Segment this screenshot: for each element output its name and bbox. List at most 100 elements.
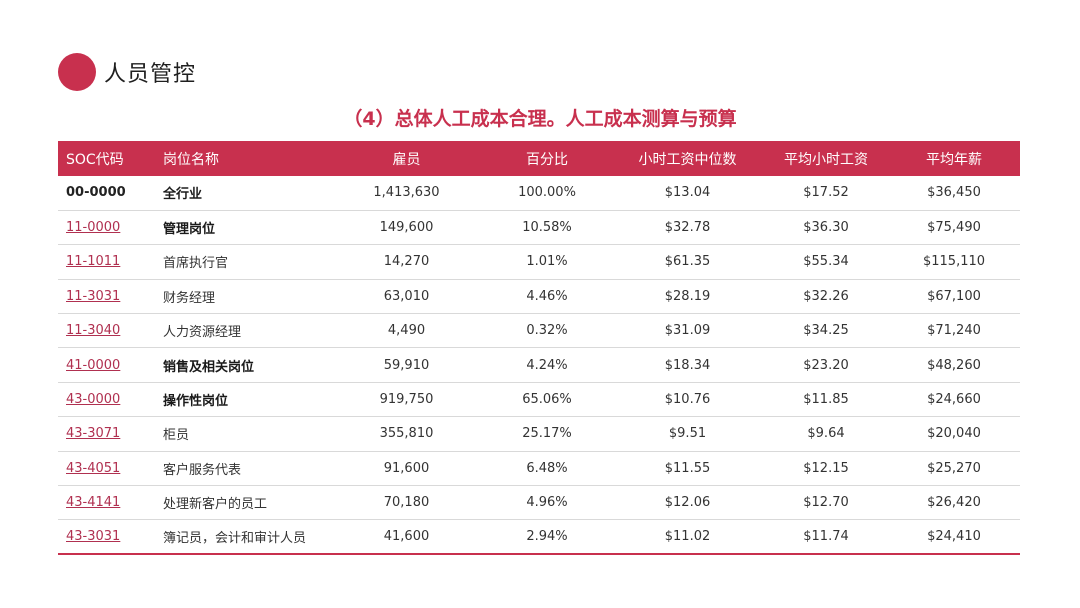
soc-code-cell: 41-0000 xyxy=(58,348,155,382)
soc-code-cell: 11-1011 xyxy=(58,245,155,279)
column-header-median-hourly: 小时工资中位数 xyxy=(638,151,737,168)
employees-cell: 919,750 xyxy=(379,392,434,408)
mean-hourly-cell: $23.20 xyxy=(803,357,849,373)
column-header-soc-code: SOC代码 xyxy=(66,151,124,168)
column-header-employees: 雇员 xyxy=(392,151,421,168)
mean-hourly-cell: $32.26 xyxy=(803,288,849,304)
job-title-cell: 销售及相关岗位 xyxy=(163,359,255,375)
mean-hourly-cell: $36.30 xyxy=(803,220,849,236)
employees-cell: 91,600 xyxy=(383,460,430,476)
employees-cell: 355,810 xyxy=(379,426,434,442)
job-title-cell: 操作性岗位 xyxy=(163,394,229,410)
median-hourly-cell: $9.51 xyxy=(668,426,707,442)
soc-code-link[interactable]: 41-0000 xyxy=(66,357,121,373)
percent-cell: 0.32% xyxy=(526,323,568,339)
table-row: 00-0000 全行业 1,413,630 100.00% $13.04 $17.52 $3… xyxy=(58,176,1020,211)
soc-code-text: 00-0000 xyxy=(66,185,126,201)
wage-table-container: SOC代码 岗位名称 雇员 百分比 小时工资中位数 平均小时工资 平均年薪 00… xyxy=(58,141,1020,555)
soc-code-cell: 11-3040 xyxy=(58,314,155,348)
table-row: 11-0000 管理岗位 149,600 10.58% $32.78 $36.30 $75,… xyxy=(58,210,1020,245)
annual-salary-cell: $67,100 xyxy=(927,288,981,304)
employees-cell: 149,600 xyxy=(379,220,434,236)
annual-salary-cell: $36,450 xyxy=(927,185,981,201)
percent-cell: 4.96% xyxy=(526,495,568,511)
section-header: 人员管控 xyxy=(58,52,196,92)
employees-cell: 4,490 xyxy=(387,323,426,339)
percent-cell: 4.46% xyxy=(526,288,568,304)
soc-code-cell: 11-0000 xyxy=(58,210,155,244)
median-hourly-cell: $32.78 xyxy=(664,220,711,236)
job-title-cell: 人力资源经理 xyxy=(163,325,242,341)
mean-hourly-cell: $17.52 xyxy=(803,185,849,201)
annual-salary-cell: $24,410 xyxy=(927,529,981,545)
median-hourly-cell: $31.09 xyxy=(664,323,711,339)
annual-salary-cell: $24,660 xyxy=(927,392,981,408)
job-title-cell: 财务经理 xyxy=(163,290,216,306)
percent-cell: 6.48% xyxy=(526,460,568,476)
soc-code-cell: 43-3031 xyxy=(58,520,155,554)
median-hourly-cell: $11.02 xyxy=(664,529,711,545)
percent-cell: 2.94% xyxy=(526,529,568,545)
table-row: 43-3071 柜员 355,810 25.17% $9.51 $9.64 $20,040 xyxy=(58,417,1020,452)
job-title-cell: 柜员 xyxy=(163,428,190,444)
soc-code-link[interactable]: 11-0000 xyxy=(66,220,121,236)
percent-cell: 4.24% xyxy=(526,357,568,373)
table-header-row: SOC代码 岗位名称 雇员 百分比 小时工资中位数 平均小时工资 平均年薪 xyxy=(58,141,1020,176)
column-header-percent: 百分比 xyxy=(526,151,568,168)
soc-code-link[interactable]: 43-3071 xyxy=(66,426,121,442)
soc-code-cell: 43-4051 xyxy=(58,451,155,485)
employees-cell: 1,413,630 xyxy=(373,185,440,201)
percent-cell: 1.01% xyxy=(526,254,568,270)
soc-code-cell: 43-4141 xyxy=(58,486,155,520)
section-title: 人员管控 xyxy=(104,62,197,87)
annual-salary-cell: $115,110 xyxy=(922,254,986,270)
soc-code-link[interactable]: 11-3031 xyxy=(66,288,121,304)
soc-code-link[interactable]: 11-1011 xyxy=(66,254,121,270)
percent-cell: 25.17% xyxy=(522,426,572,442)
soc-code-link[interactable]: 43-4051 xyxy=(66,460,121,476)
median-hourly-cell: $10.76 xyxy=(664,392,711,408)
soc-code-cell: 00-0000 xyxy=(58,176,155,210)
mean-hourly-cell: $9.64 xyxy=(807,426,845,442)
soc-code-cell: 43-3071 xyxy=(58,417,155,451)
table-row: 43-4141 处理新客户的员工 70,180 4.96% $12.06 $12.70 $2… xyxy=(58,486,1020,520)
median-hourly-cell: $18.34 xyxy=(664,357,711,373)
job-title-cell: 簿记员，会计和审计人员 xyxy=(163,531,307,547)
percent-cell: 10.58% xyxy=(522,220,572,236)
job-title-cell: 首席执行官 xyxy=(163,256,229,272)
circle-bullet-icon xyxy=(58,53,96,91)
mean-hourly-cell: $55.34 xyxy=(803,254,849,270)
mean-hourly-cell: $12.15 xyxy=(803,460,849,476)
median-hourly-cell: $61.35 xyxy=(664,254,711,270)
median-hourly-cell: $12.06 xyxy=(664,495,711,511)
employees-cell: 41,600 xyxy=(383,529,430,545)
column-header-mean-hourly: 平均小时工资 xyxy=(784,151,868,168)
annual-salary-cell: $25,270 xyxy=(927,460,981,476)
annual-salary-cell: $26,420 xyxy=(927,495,981,511)
job-title-cell: 全行业 xyxy=(163,187,203,203)
soc-code-link[interactable]: 43-4141 xyxy=(66,495,121,511)
column-header-job-title: 岗位名称 xyxy=(163,151,219,168)
table-row: 11-3040 人力资源经理 4,490 0.32% $31.09 $34.25 $71,2… xyxy=(58,314,1020,348)
column-header-annual: 平均年薪 xyxy=(926,151,982,168)
median-hourly-cell: $11.55 xyxy=(664,460,711,476)
table-row: 43-0000 操作性岗位 919,750 65.06% $10.76 $11.85 $24… xyxy=(58,382,1020,417)
annual-salary-cell: $75,490 xyxy=(927,220,981,236)
percent-cell: 100.00% xyxy=(518,185,576,201)
job-title-cell: 处理新客户的员工 xyxy=(163,497,268,513)
employees-cell: 70,180 xyxy=(383,495,430,511)
job-title-cell: 客户服务代表 xyxy=(163,462,242,478)
table-row: 43-4051 客户服务代表 91,600 6.48% $11.55 $12.15 $25,… xyxy=(58,451,1020,486)
mean-hourly-cell: $11.74 xyxy=(803,529,849,545)
table-row: 11-3031 财务经理 63,010 4.46% $28.19 $32.26 $67,10… xyxy=(58,279,1020,314)
soc-code-link[interactable]: 43-3031 xyxy=(66,529,121,545)
table-body: 00-0000 全行业 1,413,630 100.00% $13.04 $17.52 $3… xyxy=(58,176,1020,555)
median-hourly-cell: $28.19 xyxy=(664,288,711,304)
soc-code-cell: 11-3031 xyxy=(58,279,155,313)
mean-hourly-cell: $11.85 xyxy=(803,392,849,408)
soc-code-link[interactable]: 11-3040 xyxy=(66,323,121,339)
table-row: 11-1011 首席执行官 14,270 1.01% $61.35 $55.34 $115,… xyxy=(58,245,1020,280)
soc-code-link[interactable]: 43-0000 xyxy=(66,392,121,408)
annual-salary-cell: $71,240 xyxy=(927,323,981,339)
job-title-cell: 管理岗位 xyxy=(163,222,216,238)
